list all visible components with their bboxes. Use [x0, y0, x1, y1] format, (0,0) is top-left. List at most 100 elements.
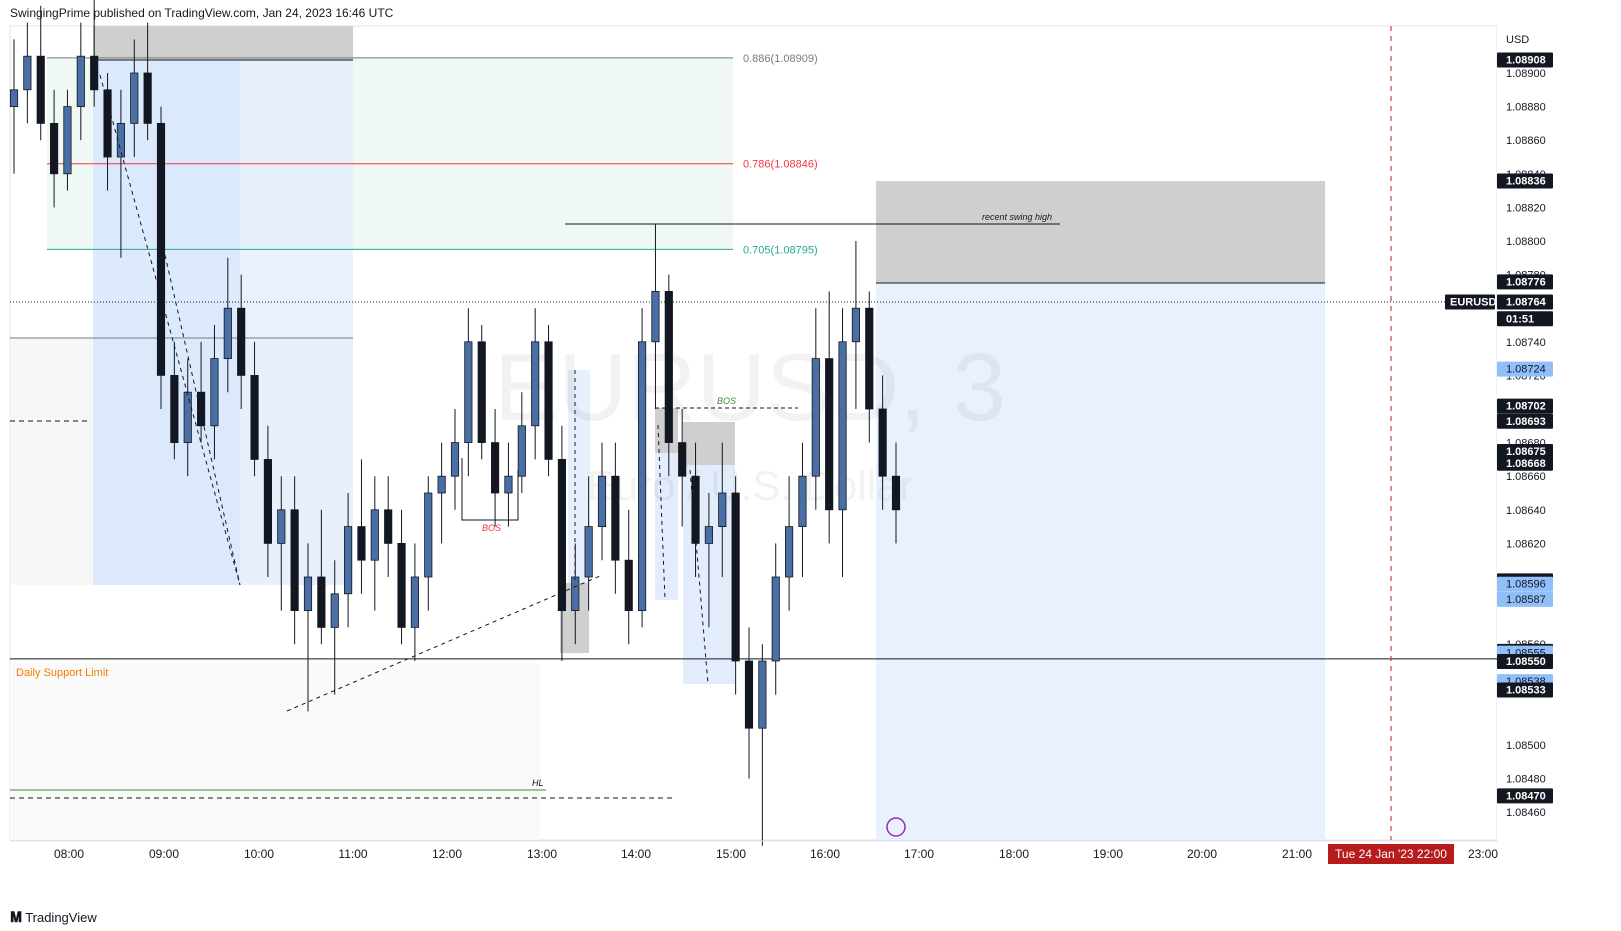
candle-up	[517, 425, 526, 477]
hl-label: HL	[532, 778, 544, 788]
price-tags: 1.08908 1.08836 1.08776 1.08764 01:51 1.08724…	[1328, 52, 1553, 864]
candle-up	[116, 123, 125, 158]
fib-label: 0.886(1.08909)	[743, 53, 818, 65]
price-tag-label: 1.08668	[1506, 458, 1546, 470]
candle-up	[798, 475, 807, 528]
price-tag-label: 1.08764	[1506, 296, 1547, 308]
candle-up	[330, 593, 339, 628]
alert-icon	[886, 817, 906, 837]
price-tag-label: 1.08470	[1506, 790, 1546, 802]
candle-down	[744, 660, 754, 729]
candle-up	[531, 341, 540, 427]
candle-up	[597, 475, 607, 528]
candle-down	[317, 576, 326, 628]
supply-zone-top	[93, 26, 353, 60]
bos-bracket-red	[461, 458, 519, 521]
candle-down	[237, 307, 246, 376]
gray-zone-mid	[683, 422, 735, 465]
currency-label: USD	[1506, 34, 1529, 46]
price-tag	[1497, 455, 1553, 471]
support-label: Daily Support Limit	[16, 667, 108, 679]
time-tick: 19:00	[1093, 847, 1123, 861]
candle-down	[197, 391, 206, 427]
watermark-description: Euro / U.S. Dollar	[587, 462, 914, 509]
lower-zone	[10, 663, 540, 840]
price-tick: 1.08740	[1506, 337, 1546, 349]
price-tag	[1497, 444, 1553, 459]
tradingview-footer[interactable]: 𝐌 TradingView	[10, 909, 97, 926]
candle-down	[544, 341, 553, 460]
axes-layer: USD1.089001.088801.088601.088401.088201.…	[10, 26, 1621, 861]
candle-up	[130, 72, 139, 124]
swing-high-label: recent swing high	[982, 212, 1052, 222]
price-tick: 1.08480	[1506, 774, 1546, 786]
price-tag-label: 01:51	[1506, 313, 1534, 325]
candle-up	[277, 509, 286, 544]
price-tag	[1497, 654, 1553, 669]
candle-down	[731, 492, 740, 662]
candle-down	[170, 374, 179, 443]
candle-up	[223, 307, 232, 360]
candle-down	[50, 123, 59, 175]
candle-up	[464, 341, 473, 443]
bos-label-green: BOS	[717, 396, 736, 406]
structure-dash	[657, 424, 666, 601]
candle-up	[437, 475, 446, 494]
candle-up	[370, 509, 379, 561]
candle-up	[450, 442, 460, 477]
candle-down	[250, 374, 259, 460]
publish-caption: SwingingPrime published on TradingView.c…	[10, 6, 394, 20]
price-tag	[1497, 788, 1553, 804]
price-tag	[1497, 591, 1553, 607]
candle-down	[664, 290, 673, 443]
blue-zone-3	[568, 370, 590, 583]
candle-up	[651, 290, 660, 343]
time-tick: 20:00	[1187, 847, 1217, 861]
price-tag-label: 1.08693	[1506, 416, 1546, 428]
price-tag-label: 1.08587	[1506, 594, 1546, 606]
fib-label: 0.705(1.08795)	[743, 244, 818, 256]
price-tag-label: 1.08836	[1506, 176, 1546, 188]
candle-up	[811, 358, 820, 477]
candle-up	[571, 576, 580, 611]
time-tag-label: Tue 24 Jan '23 22:00	[1335, 847, 1447, 861]
candle-down	[491, 442, 500, 494]
price-tag-label: 1.08675	[1506, 446, 1546, 458]
price-tick: 1.08660	[1506, 471, 1546, 483]
candle-down	[156, 123, 166, 376]
symbol-tag	[1445, 294, 1495, 310]
blue-zone-4	[655, 408, 678, 600]
candle-down	[90, 55, 99, 91]
price-tick: 1.08800	[1506, 236, 1546, 248]
tradingview-logo-icon: 𝐌	[10, 909, 22, 925]
candle-up	[638, 341, 647, 611]
candle-up	[303, 576, 313, 611]
candle-down	[878, 408, 887, 477]
candle-down	[290, 509, 299, 611]
price-tag-label: 1.08596	[1506, 579, 1546, 591]
price-axis	[1497, 26, 1621, 840]
time-tag	[1328, 844, 1454, 864]
price-tick: 1.08880	[1506, 102, 1546, 114]
fib-label: 0.786(1.08846)	[743, 159, 818, 171]
price-tag-label: 1.08533	[1506, 685, 1546, 697]
candle-up	[771, 576, 780, 662]
candle-down	[143, 72, 152, 124]
time-tick: 14:00	[621, 847, 651, 861]
time-tick: 11:00	[338, 847, 367, 861]
symbol-tag-label: EURUSD	[1450, 296, 1497, 308]
annotation-layer: 0.886(1.08909) 0.786(1.08846) 0.705(1.0879…	[16, 53, 1052, 837]
price-tag-label: 1.08550	[1506, 656, 1546, 668]
time-tick: 10:00	[244, 847, 274, 861]
price-tag	[1497, 576, 1553, 592]
candle-down	[397, 543, 406, 628]
price-tag	[1497, 361, 1553, 377]
swing-high-zone	[876, 181, 1325, 283]
candle-up	[584, 526, 593, 578]
time-tick: 15:00	[716, 847, 746, 861]
candle-up	[9, 89, 19, 108]
candle-up	[838, 341, 847, 511]
candle-up	[76, 55, 85, 108]
structure-dash	[286, 575, 601, 712]
